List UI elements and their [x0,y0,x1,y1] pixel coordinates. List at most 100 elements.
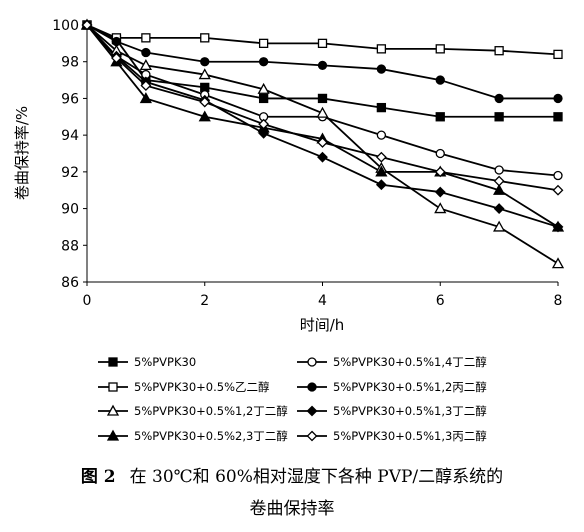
x-axis-label: 时间/h [300,316,345,334]
figure-number: 图 2 [80,467,116,487]
data-point-circle-filled [141,47,151,58]
chart-legend: 5%PVPK30 5%PVPK30+0.5%1,4丁二醇 5%PVPK30+0.5%… [98,355,487,443]
data-point-square-filled [108,357,118,367]
data-point-diamond-filled [493,203,505,214]
x-tick-label: 0 [83,293,92,309]
data-point-triangle-open [551,257,565,269]
figure-caption-line-2: 卷曲保持率 [249,499,335,519]
x-tick-label: 6 [436,293,445,309]
data-point-square-open [317,38,328,49]
figure-caption-line-1: 图 2 在 30℃和 60%相对湿度下各种 PVP/二醇系统的 [0,462,584,487]
legend-item: 5%PVPK30 [98,355,196,369]
legend-item: 5%PVPK30+0.5%2,3丁二醇 [98,429,288,443]
data-point-triangle-open [198,68,211,80]
legend-label: 5%PVPK30 [134,355,196,369]
data-point-diamond-open [199,96,211,108]
data-point-circle-open [553,170,563,181]
data-point-circle-open [494,165,504,175]
x-tick-label: 4 [318,293,327,309]
data-point-diamond-filled [434,186,446,198]
data-point-square-open [200,33,210,43]
series-line-5 [86,24,559,265]
y-tick-label: 86 [61,275,79,291]
data-point-square-open [141,33,151,43]
legend-item: 5%PVPK30+0.5%1,4丁二醇 [297,355,487,369]
data-point-square-filled [435,112,445,122]
legend-item: 5%PVPK30+0.5%1,2丙二醇 [297,380,487,394]
data-point-diamond-open [493,175,505,187]
series-line-1 [86,24,558,118]
data-point-diamond-open [258,118,270,130]
data-point-diamond-open [552,184,564,196]
legend-label: 5%PVPK30+0.5%1,2丁二醇 [134,404,288,418]
data-point-triangle-filled [139,92,152,104]
data-point-diamond-filled [375,179,387,191]
data-point-circle-filled [376,64,387,74]
x-tick-label: 8 [554,293,563,309]
series-markers-4 [82,20,563,104]
data-point-circle-open [376,130,387,140]
data-point-triangle-filled [551,220,565,232]
data-point-square-filled [553,112,563,122]
y-tick-label: 94 [61,128,79,144]
data-point-circle-filled [258,57,269,67]
data-point-square-open [553,49,563,60]
series-markers-5 [80,18,565,269]
legend-label: 5%PVPK30+0.5%1,3丙二醇 [333,429,487,443]
series-lines [86,24,559,265]
data-point-diamond-open [111,52,122,64]
data-point-circle-filled [494,93,504,104]
data-point-triangle-filled [198,110,211,122]
line-chart: 86 88 90 92 94 96 98 100 0 2 4 6 8 时间/h 卷曲保持率/% 5%PV… [13,18,565,443]
series-line-4 [86,24,558,100]
data-point-square-filled [494,112,504,122]
legend-label: 5%PVPK30+0.5%1,4丁二醇 [333,355,487,369]
data-point-diamond-open [306,430,318,442]
y-axis-label: 卷曲保持率/% [13,106,31,200]
data-point-triangle-filled [375,165,388,177]
legend-label: 5%PVPK30+0.5%1,2丙二醇 [333,380,487,394]
series-markers-8 [81,19,564,196]
data-point-square-open [435,44,445,54]
data-point-diamond-open [317,137,328,148]
data-point-diamond-open [375,151,387,163]
data-point-diamond-filled [306,405,318,417]
data-point-diamond-open [434,166,446,178]
series-markers [80,18,565,269]
legend-item: 5%PVPK30+0.5%1,3丁二醇 [297,404,487,418]
data-point-triangle-open [316,106,329,118]
series-markers-7 [80,18,565,232]
legend-item: 5%PVPK30+0.5%乙二醇 [98,380,270,394]
x-tick-label: 2 [200,293,209,309]
data-point-diamond-open [81,19,93,31]
series-line-7 [86,24,559,228]
data-point-triangle-filled [493,183,506,195]
data-point-square-open [494,46,504,56]
data-point-square-filled [258,93,269,104]
y-tick-label: 96 [61,91,79,107]
series-markers-3 [82,20,563,60]
data-point-circle-filled [553,93,563,104]
series-line-3 [86,24,559,56]
series-line-2 [86,24,559,177]
data-point-circle-filled [307,382,317,392]
legend-label: 5%PVPK30+0.5%乙二醇 [134,380,270,394]
data-point-diamond-open [140,80,152,91]
legend-label: 5%PVPK30+0.5%2,3丁二醇 [134,429,288,443]
data-point-triangle-open [257,82,270,94]
y-tick-label: 98 [61,55,79,71]
series-markers-1 [82,20,563,122]
data-point-square-filled [376,102,387,113]
data-point-square-open [376,44,387,54]
data-point-circle-open [435,148,445,159]
data-point-circle-filled [111,36,122,47]
y-tick-label: 100 [52,18,79,34]
data-point-triangle-open [106,404,120,416]
data-point-triangle-open [434,202,447,214]
y-tick-label: 88 [61,238,79,254]
data-point-square-open [108,382,118,392]
data-point-triangle-open [493,220,506,232]
chart-axes: 86 88 90 92 94 96 98 100 0 2 4 6 8 [52,18,562,309]
series-line-8 [86,24,559,192]
data-point-square-open [258,38,269,49]
